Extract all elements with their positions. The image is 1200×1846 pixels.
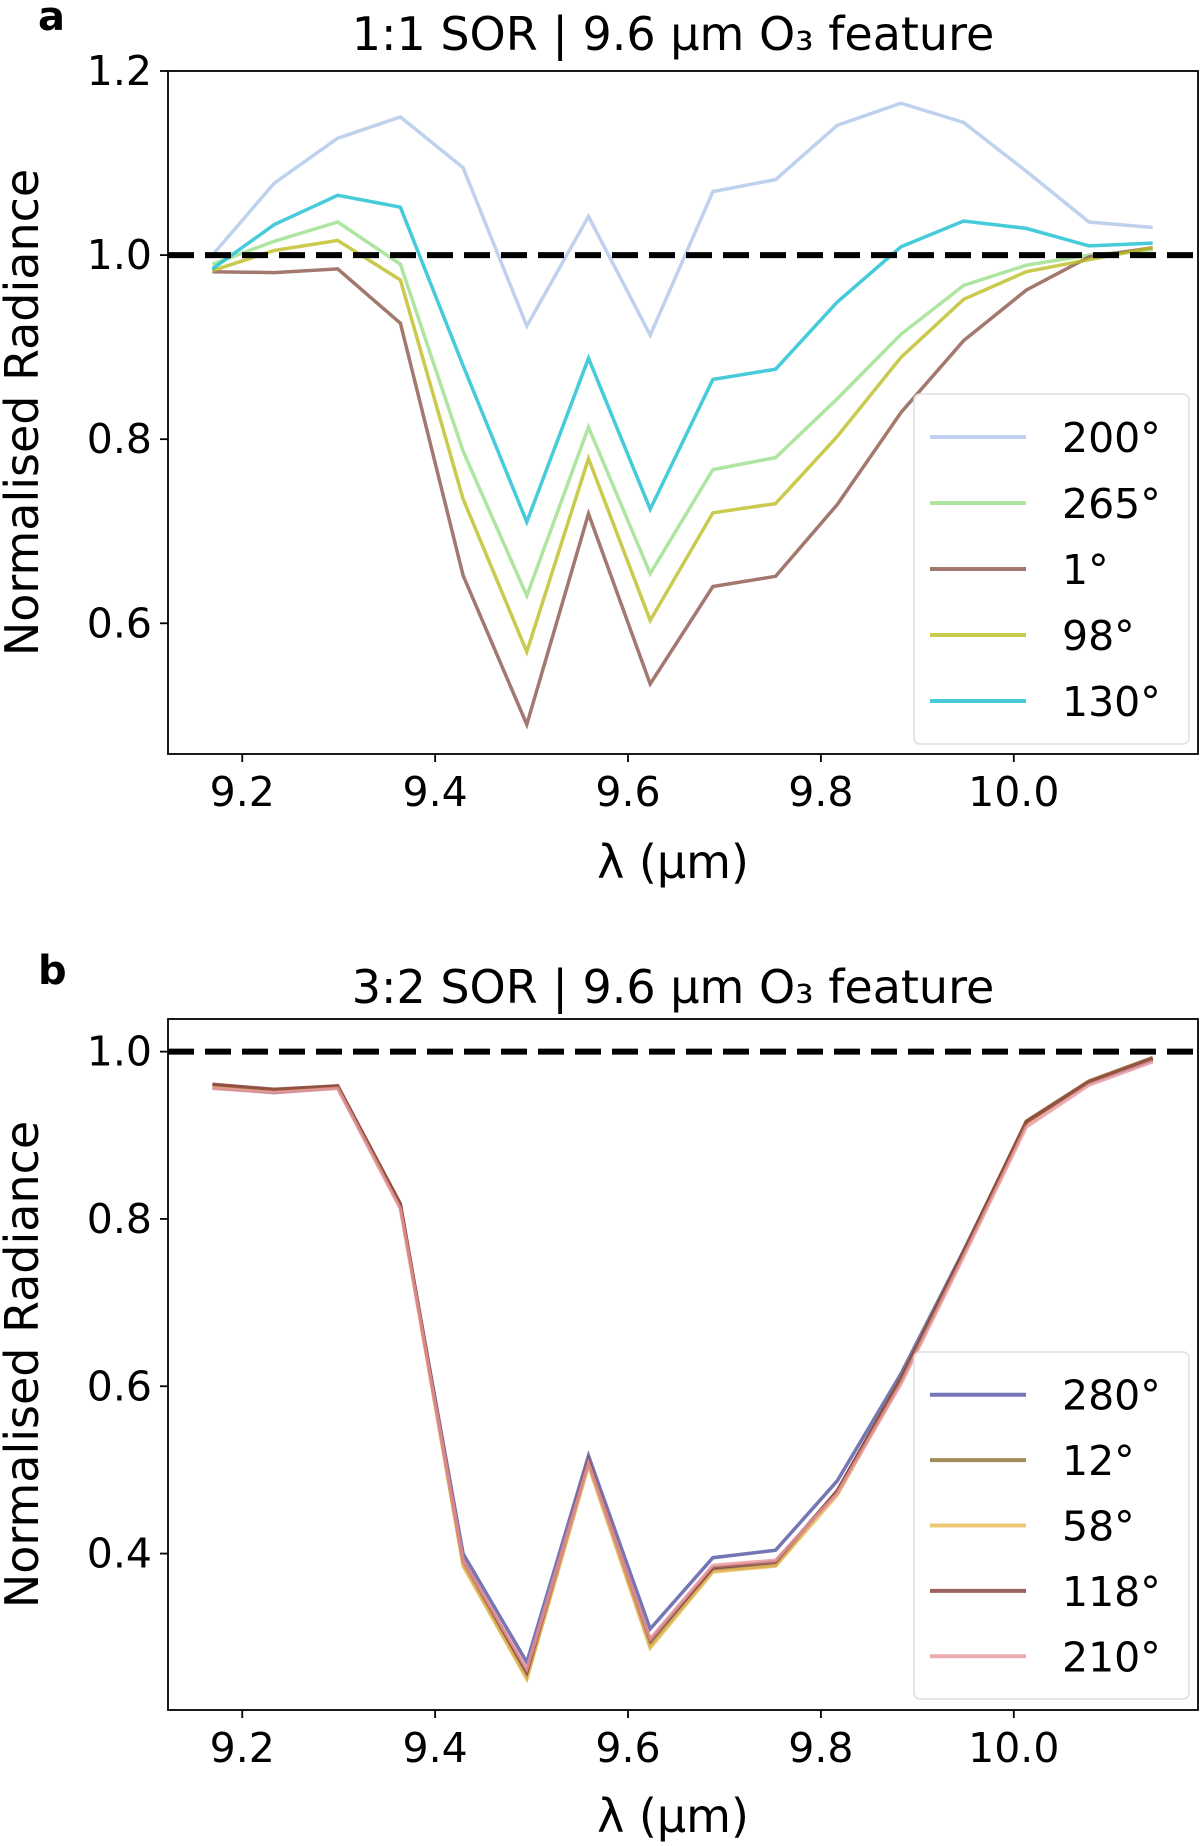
legend-label: 200°	[1062, 414, 1161, 462]
y-tick-label: 0.8	[87, 1195, 152, 1243]
y-tick-label: 1.0	[87, 1028, 152, 1076]
x-tick-label: 9.8	[788, 768, 853, 816]
y-tick-label: 0.6	[87, 599, 152, 647]
series-line-210deg	[212, 1060, 1154, 1674]
legend-label: 1°	[1062, 546, 1109, 594]
x-tick-label: 9.2	[210, 768, 275, 816]
series-lines	[212, 1055, 1154, 1684]
series-line-130deg	[211, 193, 1153, 527]
series-line-265deg	[211, 220, 1153, 601]
legend-label: 12°	[1062, 1437, 1135, 1485]
series-line-1deg	[212, 245, 1153, 730]
panel-label: a	[38, 0, 65, 40]
panel-label: b	[38, 948, 67, 994]
series-lines	[211, 101, 1154, 730]
legend-label: 130°	[1062, 678, 1161, 726]
x-tick-label: 9.6	[595, 1724, 660, 1772]
legend: 280° 12° 58° 118° 210°	[913, 1351, 1190, 1700]
y-tick-label: 1.2	[87, 47, 152, 95]
legend-label: 118°	[1062, 1568, 1161, 1616]
chart-title: 1:1 SOR | 9.6 μm O₃ feature	[352, 7, 995, 62]
panel-b: b 3:2 SOR | 9.6 μm O₃ feature 9.2 9.4 9.6 9.8…	[0, 948, 1199, 1843]
y-axis-label: Normalised Radiance	[0, 1121, 49, 1608]
legend-label: 58°	[1062, 1503, 1135, 1551]
legend-label: 98°	[1062, 612, 1135, 660]
legend-label: 280°	[1062, 1372, 1161, 1420]
series-line-98deg	[211, 238, 1154, 657]
panel-a: a 1:1 SOR | 9.6 μm O₃ feature 9.2 9.4 9.6 9.8…	[0, 0, 1199, 889]
plot-frame	[167, 1018, 1199, 1711]
x-tick-label: 9.6	[595, 768, 660, 816]
x-tick-label: 9.2	[210, 1724, 275, 1772]
x-tick-label: 10.0	[968, 768, 1059, 816]
chart-title: 3:2 SOR | 9.6 μm O₃ feature	[352, 960, 995, 1015]
y-tick-label: 0.8	[87, 415, 152, 463]
x-axis-label: λ (μm)	[597, 1789, 749, 1843]
legend-label: 265°	[1062, 480, 1161, 528]
legend-box	[913, 393, 1190, 745]
x-tick-label: 9.4	[403, 768, 468, 816]
x-tick-label: 9.8	[788, 1724, 853, 1772]
legend-box	[913, 1351, 1190, 1700]
legend: 200° 265° 1° 98° 130°	[913, 393, 1190, 745]
x-tick-label: 9.4	[403, 1724, 468, 1772]
y-tick-label: 1.0	[87, 231, 152, 279]
y-axis-label: Normalised Radiance	[0, 169, 49, 656]
legend-label: 210°	[1062, 1633, 1161, 1681]
x-tick-label: 10.0	[968, 1724, 1059, 1772]
y-tick-label: 0.4	[87, 1530, 152, 1578]
plot-frame	[167, 70, 1199, 755]
x-axis-label: λ (μm)	[597, 835, 749, 889]
series-line-200deg	[211, 101, 1153, 340]
y-tick-label: 0.6	[87, 1362, 152, 1410]
